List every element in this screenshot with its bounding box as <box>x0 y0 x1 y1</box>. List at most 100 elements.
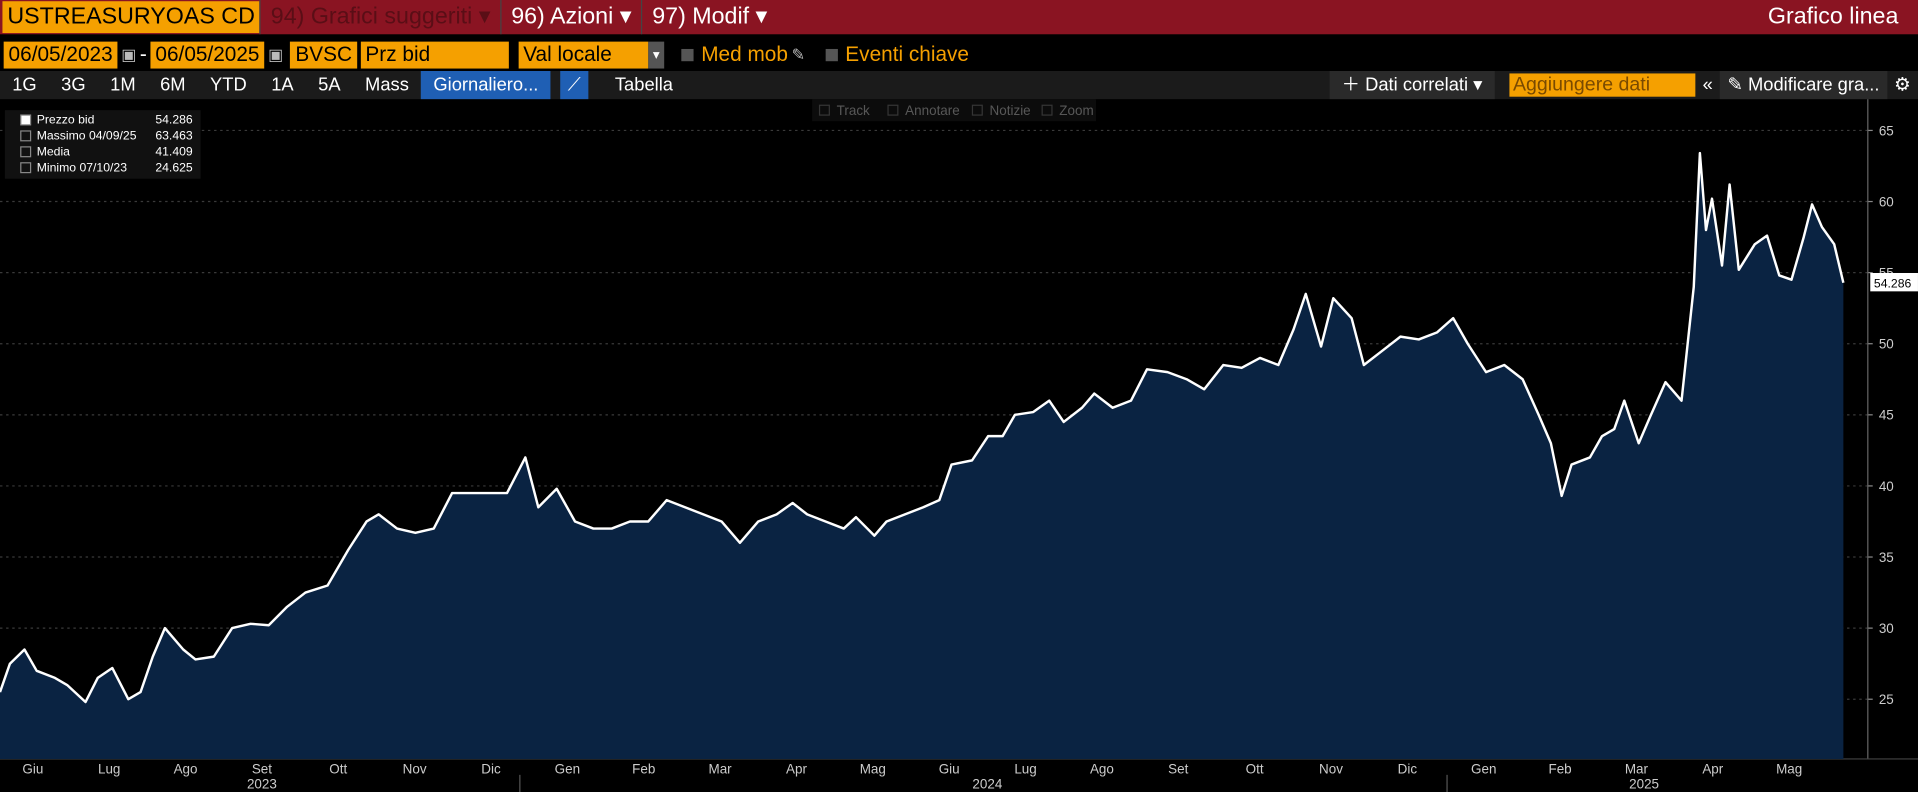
title-bar: USTREASURYOAS CD 94) Grafici suggeriti ▾… <box>0 0 1918 35</box>
x-tick-label: Giu <box>939 762 960 777</box>
add-data-input[interactable]: Aggiungere dati <box>1509 73 1696 97</box>
year-label: 2025 <box>1629 776 1659 791</box>
period-button[interactable]: 1M <box>110 74 136 96</box>
menu-modify[interactable]: 97) Modif ▾ <box>641 0 777 35</box>
start-date[interactable]: 06/05/2023 <box>3 41 118 69</box>
security-field[interactable]: USTREASURYOAS CD <box>2 1 260 34</box>
period-button[interactable]: Mass <box>365 74 409 96</box>
x-tick-label: Mar <box>709 762 733 777</box>
x-tick-label: Mag <box>1776 762 1802 777</box>
line <box>0 151 1845 704</box>
tools-bg <box>812 99 1096 122</box>
x-tick-label: Ago <box>174 762 198 777</box>
area <box>0 153 1844 759</box>
chart-type: Grafico linea <box>1767 3 1899 30</box>
y-tick-label: 50 <box>1879 337 1894 352</box>
year-label: 2024 <box>972 776 1002 791</box>
checkbox[interactable] <box>681 48 694 62</box>
legend-bg <box>4 110 201 179</box>
end-date[interactable]: 06/05/2025 <box>150 41 265 69</box>
x-tick-label: Mag <box>860 762 886 777</box>
x-tick-label: Nov <box>403 762 427 777</box>
x-tick-label: Ott <box>329 762 347 777</box>
x-tick-label: Lug <box>1014 762 1036 777</box>
y-tick-label: 40 <box>1879 479 1894 494</box>
legend-value: 41.409 <box>155 144 193 158</box>
y-tick-label: 60 <box>1879 194 1894 209</box>
legend-key <box>20 114 32 126</box>
field[interactable]: Prz bid <box>360 41 509 69</box>
x-tick-label: Apr <box>786 762 807 777</box>
controls-bar: 06/05/2023 ▣ - 06/05/2025 ▣ BVSC Prz bid V… <box>0 40 1918 69</box>
x-tick-label: Set <box>1168 762 1188 777</box>
x-tick-label: Feb <box>632 762 655 777</box>
settings-icon[interactable]: ⚙ <box>1894 74 1911 96</box>
x-tick-label: Ott <box>1246 762 1264 777</box>
y-tick-label: 30 <box>1879 621 1894 636</box>
y-tick-label: 45 <box>1879 408 1894 423</box>
frequency[interactable]: Giornaliero... <box>421 70 551 100</box>
date-separator: - <box>139 42 147 67</box>
source[interactable]: BVSC <box>290 41 357 69</box>
checkbox[interactable] <box>825 48 838 62</box>
moving-average[interactable]: Med mob <box>701 42 788 67</box>
legend-label: Prezzo bid <box>37 113 95 127</box>
line-chart-icon[interactable]: ⟋ <box>560 70 588 100</box>
x-tick-label: Gen <box>1471 762 1496 777</box>
legend-key <box>20 162 32 174</box>
x-tick-label: Giu <box>22 762 43 777</box>
x-tick-label: Apr <box>1702 762 1723 777</box>
calendar-icon[interactable]: ▣ <box>268 45 284 64</box>
period-button[interactable]: 3G <box>61 74 86 96</box>
x-tick-label: Set <box>252 762 272 777</box>
last-value-box <box>1870 272 1918 292</box>
x-tick-label: Dic <box>481 762 501 777</box>
x-tick-label: Mar <box>1625 762 1649 777</box>
year-label: 2023 <box>247 776 277 791</box>
legend-label: Massimo 04/09/25 <box>37 129 137 143</box>
legend-value: 54.286 <box>155 113 193 127</box>
menu-suggested[interactable]: 94) Grafici suggeriti ▾ <box>259 0 500 35</box>
collapse-button[interactable]: « <box>1702 74 1713 96</box>
period-button[interactable]: 5A <box>318 74 341 96</box>
periods: 1G 3G 1M 6M YTD 1A 5A Mass <box>0 71 421 99</box>
dropdown-arrow[interactable]: ▾ <box>647 41 665 69</box>
legend: Prezzo bid 54.286 Massimo 04/09/25 63.463 Me… <box>4 110 201 179</box>
legend-key <box>20 146 32 158</box>
x-tick-label: Feb <box>1548 762 1571 777</box>
legend-label: Media <box>37 144 70 158</box>
period-button[interactable]: YTD <box>210 74 247 96</box>
period-button[interactable]: 1A <box>271 74 294 96</box>
chart: 25303540455055606554.286GiuLugAgoSetOttN… <box>0 99 1918 792</box>
calendar-icon[interactable]: ▣ <box>121 45 137 64</box>
x-tick-label: Nov <box>1319 762 1343 777</box>
related-label: Dati correlati <box>1365 74 1469 96</box>
related-data[interactable]: ＋ Dati correlati ▾ <box>1329 70 1495 100</box>
x-tick-label: Lug <box>98 762 120 777</box>
edit-chart[interactable]: ✎ Modificare gra... <box>1720 70 1887 100</box>
legend-key <box>20 130 32 142</box>
menu-label: 94) Grafici suggeriti <box>270 3 473 30</box>
legend-value: 24.625 <box>155 160 193 174</box>
period-bar: 1G 3G 1M 6M YTD 1A 5A Mass Giornaliero... ⟋ Tab… <box>0 70 1918 100</box>
menu-actions[interactable]: 96) Azioni ▾ <box>500 0 641 35</box>
y-tick-label: 35 <box>1879 550 1894 565</box>
y-tick-label: 25 <box>1879 692 1894 707</box>
menu-label: 97) Modif <box>652 3 750 30</box>
x-tick-label: Ago <box>1090 762 1114 777</box>
currency[interactable]: Val locale <box>518 41 648 69</box>
table-tab[interactable]: Tabella <box>614 74 674 96</box>
key-events[interactable]: Eventi chiave <box>845 42 970 67</box>
period-button[interactable]: 6M <box>160 74 186 96</box>
y-tick-label: 65 <box>1879 123 1894 138</box>
menu-label: 96) Azioni <box>511 3 614 30</box>
pencil-icon[interactable]: ✎ <box>791 45 805 64</box>
legend-value: 63.463 <box>155 129 193 143</box>
legend-label: Minimo 07/10/23 <box>37 160 128 174</box>
x-tick-label: Gen <box>555 762 580 777</box>
x-tick-label: Dic <box>1398 762 1418 777</box>
last-value-label: 54.286 <box>1874 277 1912 291</box>
edit-label: Modificare gra... <box>1747 74 1880 96</box>
period-button[interactable]: 1G <box>12 74 37 96</box>
